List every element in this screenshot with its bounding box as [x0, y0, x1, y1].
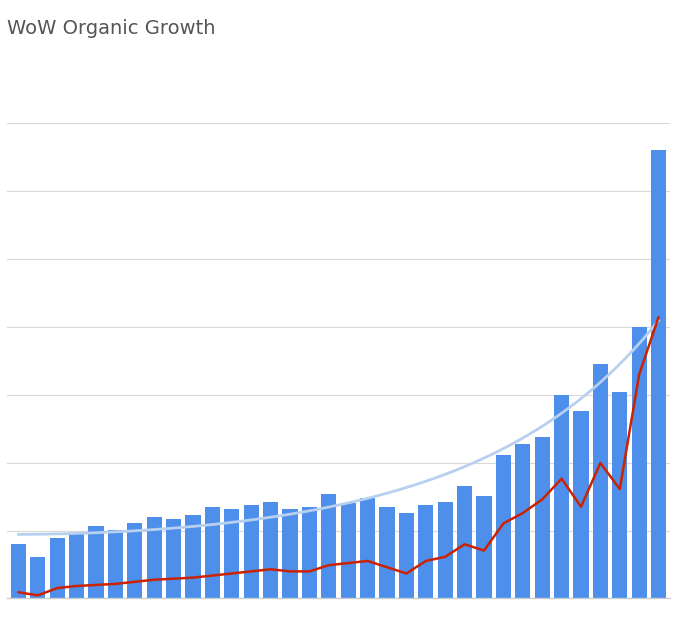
Bar: [244, 505, 259, 598]
Bar: [166, 520, 181, 598]
Bar: [457, 486, 472, 598]
Bar: [632, 328, 647, 598]
Bar: [69, 534, 84, 598]
Bar: [612, 392, 628, 598]
Bar: [379, 507, 395, 598]
Bar: [127, 523, 142, 598]
Bar: [89, 526, 104, 598]
Bar: [399, 513, 414, 598]
Bar: [11, 544, 26, 598]
Bar: [593, 364, 608, 598]
Text: WoW Organic Growth: WoW Organic Growth: [7, 19, 215, 38]
Bar: [573, 411, 588, 598]
Bar: [535, 437, 550, 598]
Bar: [496, 455, 511, 598]
Bar: [651, 151, 666, 598]
Bar: [437, 502, 453, 598]
Bar: [224, 509, 240, 598]
Bar: [263, 502, 278, 598]
Bar: [477, 496, 492, 598]
Bar: [360, 499, 375, 598]
Bar: [49, 538, 65, 598]
Bar: [554, 395, 569, 598]
Bar: [30, 557, 45, 598]
Bar: [341, 503, 356, 598]
Bar: [418, 505, 433, 598]
Bar: [302, 507, 317, 598]
Bar: [185, 515, 200, 598]
Bar: [108, 530, 123, 598]
Bar: [205, 507, 220, 598]
Bar: [282, 509, 298, 598]
Bar: [515, 444, 530, 598]
Bar: [147, 517, 162, 598]
Bar: [321, 494, 336, 598]
